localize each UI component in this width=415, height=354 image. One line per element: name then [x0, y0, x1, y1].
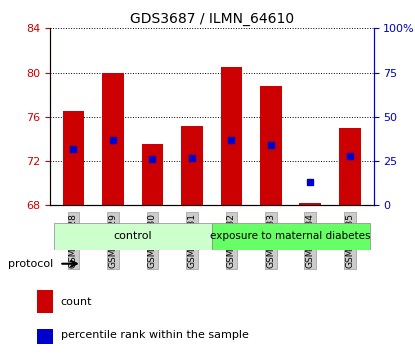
Bar [300, 203, 321, 205]
Bar [63, 111, 84, 205]
Text: percentile rank within the sample: percentile rank within the sample [61, 330, 249, 340]
Title: GDS3687 / ILMN_64610: GDS3687 / ILMN_64610 [129, 12, 294, 26]
Bar [102, 73, 124, 205]
Bar [54, 223, 212, 250]
Bar [37, 329, 53, 344]
Text: protocol: protocol [8, 259, 54, 269]
Bar [37, 290, 53, 314]
Text: count: count [61, 297, 92, 307]
Bar [212, 223, 369, 250]
Text: exposure to maternal diabetes: exposure to maternal diabetes [210, 231, 371, 241]
Bar [142, 144, 163, 205]
Text: control: control [113, 231, 152, 241]
Bar [181, 126, 203, 205]
Bar [260, 86, 282, 205]
Bar [220, 67, 242, 205]
Bar [339, 128, 361, 205]
